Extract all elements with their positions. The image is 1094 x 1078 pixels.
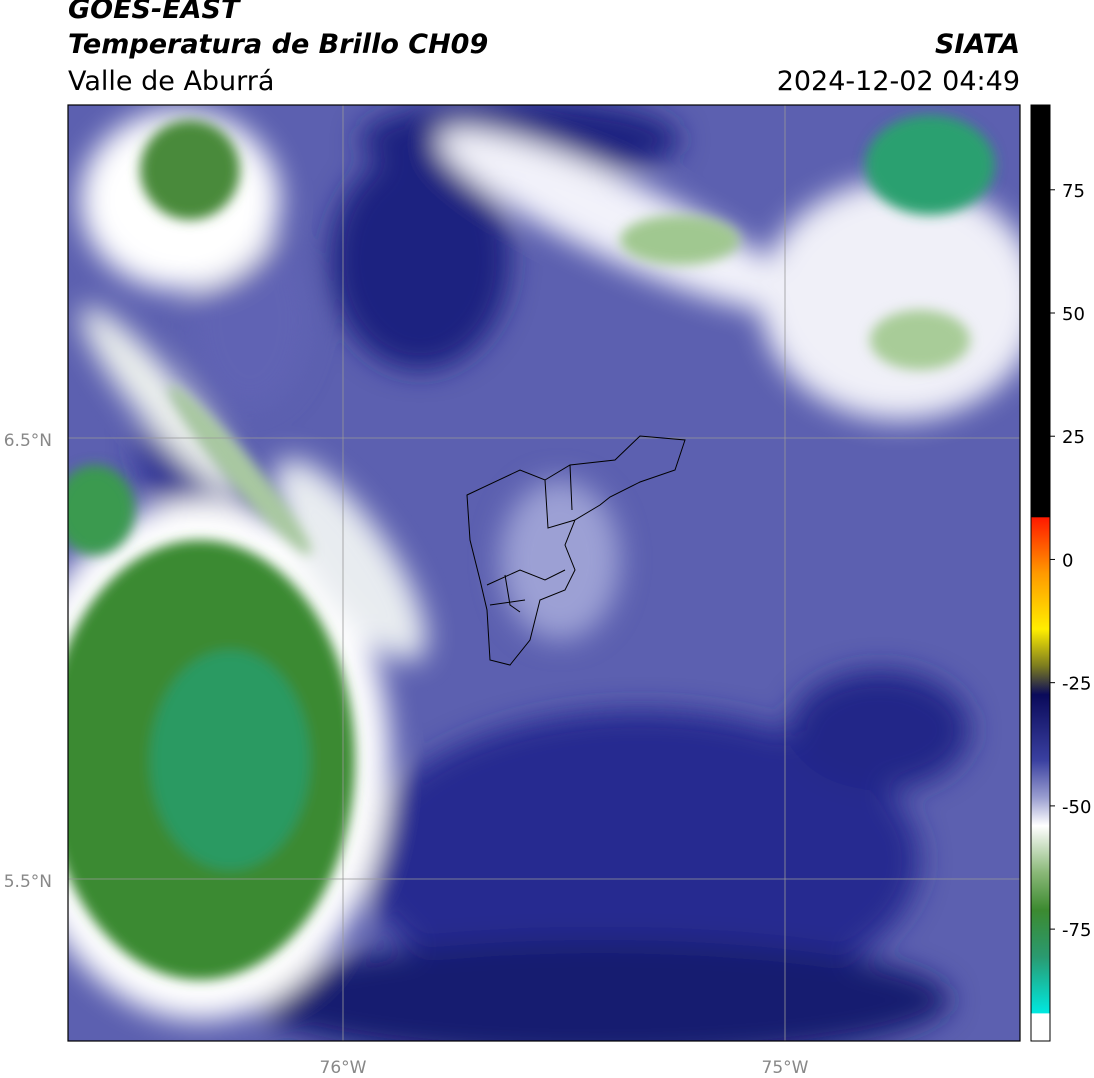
subtitle: Temperatura de Brillo CH09 <box>68 29 489 60</box>
region: Valle de Aburrá <box>68 66 275 97</box>
colorbar-tick-label: 25 <box>1062 427 1085 448</box>
lon-tick-label: 76°W <box>320 1058 367 1078</box>
colorbar-tick-label: 50 <box>1062 304 1085 325</box>
colorbar-tick-label: 75 <box>1062 181 1085 202</box>
lat-tick-label: 5.5°N <box>4 872 52 892</box>
satellite-image <box>68 105 1020 1041</box>
colorbar-tick-label: -50 <box>1062 797 1091 818</box>
lon-tick-label: 75°W <box>762 1058 809 1078</box>
source: SIATA <box>934 29 1020 60</box>
watershed-outline <box>466 435 686 666</box>
colorbar-tick-label: -25 <box>1062 674 1091 695</box>
map-frame <box>67 104 1021 1042</box>
lat-tick-label: 6.5°N <box>4 431 52 451</box>
title: GOES-EAST <box>68 0 240 25</box>
colorbar-tick-label: -75 <box>1062 920 1091 941</box>
datetime: 2024-12-02 04:49 <box>776 66 1020 97</box>
colorbar-tick-label: 0 <box>1062 550 1073 571</box>
colorbar <box>1030 104 1051 1042</box>
